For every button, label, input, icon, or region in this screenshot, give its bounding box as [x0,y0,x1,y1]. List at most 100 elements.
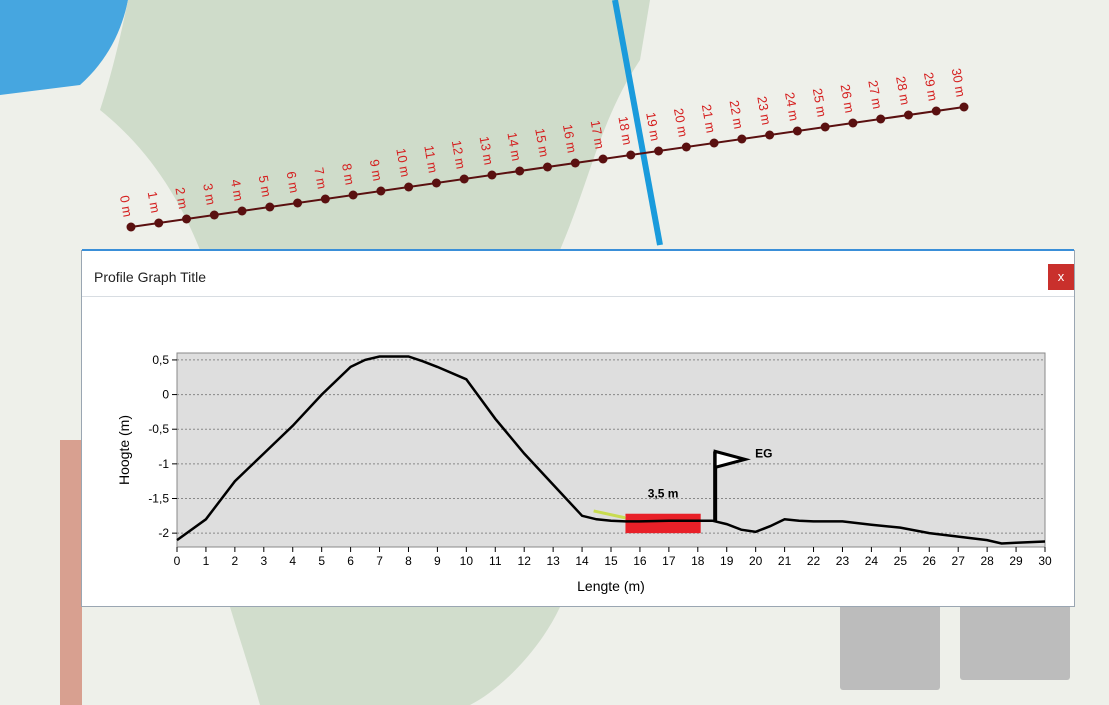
panel-titlebar[interactable]: Profile Graph Title x [82,251,1074,297]
y-tick-label: -1 [158,457,169,471]
x-tick-label: 16 [633,554,647,568]
distance-point [154,218,164,228]
x-tick-label: 18 [691,554,705,568]
distance-point [737,134,747,144]
distance-label: 11 m [421,144,441,174]
building [60,440,82,705]
distance-label: 14 m [504,131,524,162]
x-tick-label: 15 [604,554,618,568]
distance-label: 3 m [200,182,219,206]
park-area [100,0,650,250]
distance-point [515,166,525,176]
distance-label: 28 m [893,75,913,106]
distance-point [376,186,386,196]
x-tick-label: 5 [318,554,325,568]
distance-label: 2 m [172,186,191,210]
distance-label: 6 m [283,170,302,194]
distance-label: 26 m [838,83,858,114]
x-tick-label: 14 [575,554,589,568]
distance-point [404,182,414,192]
distance-point [209,210,219,220]
x-tick-label: 20 [749,554,763,568]
distance-label: 13 m [477,135,497,166]
distance-label: 10 m [393,147,413,178]
distance-point [265,202,275,212]
flag-icon [713,449,751,470]
x-tick-label: 17 [662,554,676,568]
distance-point [293,198,303,208]
x-tick-label: 8 [405,554,412,568]
red-bar-marker [625,513,701,534]
blue-line[interactable] [612,0,663,246]
y-tick-label: 0,5 [152,353,169,367]
distance-point [487,170,497,180]
distance-label: 23 m [754,95,774,126]
highlight-segment [593,509,626,520]
distance-label: 5 m [256,174,275,198]
x-tick-label: 2 [232,554,239,568]
park-area-lower [230,607,560,705]
distance-point [126,222,136,232]
distance-label: 24 m [782,91,802,122]
x-tick-label: 25 [894,554,908,568]
distance-point [848,118,858,128]
distance-label: 15 m [532,127,552,158]
y-tick-label: 0 [162,388,169,402]
distance-label: 21 m [699,103,719,134]
profile-graph-panel: Profile Graph Title x 0,5 0 -0,5 -1 -1,5 -2 0… [81,249,1075,607]
distance-point [320,194,330,204]
distance-label: 1 m [145,190,164,214]
distance-point [931,106,941,116]
close-button[interactable]: x [1048,264,1074,290]
building [960,600,1070,680]
distance-point [903,110,913,120]
x-tick-label: 3 [260,554,267,568]
x-tick-label: 21 [778,554,792,568]
distance-point [681,142,691,152]
distance-label: 22 m [727,99,747,130]
distance-label: 20 m [671,107,691,138]
distance-point [348,190,358,200]
distance-label: 8 m [339,162,358,186]
building [840,600,940,690]
x-tick-label: 6 [347,554,354,568]
distance-point [820,122,830,132]
x-tick-label: 24 [865,554,879,568]
distance-point [543,162,552,172]
x-tick-label: 11 [489,554,502,568]
x-tick-label: 19 [720,554,734,568]
panel-title: Profile Graph Title [94,269,207,285]
distance-point [792,126,802,136]
x-tick-label: 26 [923,554,937,568]
distance-point [626,150,636,160]
distance-point [598,154,608,164]
x-tick-label: 29 [1009,554,1023,568]
panel-accent [82,249,1074,251]
distance-label: 16 m [560,123,580,154]
flag-label: EG [755,446,772,460]
y-axis-label: Hoogte (m) [116,415,132,485]
distance-label: 18 m [615,115,635,146]
x-tick-label: 28 [980,554,994,568]
x-tick-label: 27 [952,554,966,568]
distance-point [876,114,886,124]
x-tick-label: 0 [174,554,181,568]
x-tick-label: 13 [546,554,560,568]
distance-label: 0 m [117,194,136,218]
x-tick-label: 10 [460,554,474,568]
x-tick-label: 7 [376,554,383,568]
x-axis-label: Lengte (m) [577,578,645,594]
bar-marker-label: 3,5 m [648,487,679,501]
distance-point [959,102,969,112]
distance-label: 17 m [588,119,608,150]
distance-point [459,174,469,184]
x-tick-label: 1 [203,554,210,568]
distance-point [654,146,664,156]
x-tick-label: 23 [836,554,850,568]
x-tick-label: 30 [1038,554,1052,568]
distance-point [765,130,775,140]
x-tick-label: 22 [807,554,821,568]
distance-label: 4 m [228,178,247,202]
distance-label: 29 m [921,71,941,102]
y-tick-label: -1,5 [148,492,169,506]
